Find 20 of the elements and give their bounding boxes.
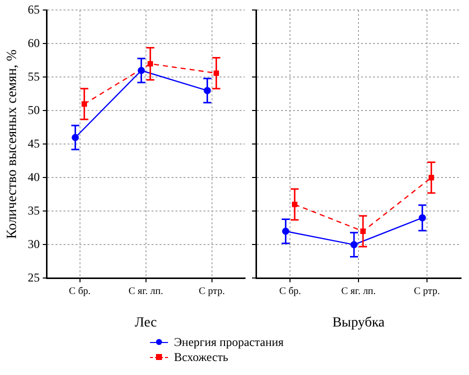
x-tick-label: С ртр. bbox=[198, 286, 225, 297]
y-tick-label: 30 bbox=[28, 236, 40, 251]
y-tick-label: 40 bbox=[28, 170, 40, 184]
x-tick-label: С яг. лп. bbox=[128, 286, 164, 297]
y-tick-label: 65 bbox=[28, 2, 40, 16]
x-tick-label: С бр. bbox=[68, 286, 91, 297]
legend-label: Энергия прорастания bbox=[174, 335, 284, 350]
y-tick-label: 50 bbox=[28, 102, 40, 117]
x-tick-label: С ртр. bbox=[414, 286, 440, 297]
y-axis-title: Количество высеяных семян, % bbox=[5, 49, 20, 239]
y-tick-label: 45 bbox=[28, 136, 40, 150]
y-tick-label: 55 bbox=[28, 69, 40, 84]
x-tick-label: С бр. bbox=[279, 286, 302, 297]
x-tick-label: С яг. лп. bbox=[341, 286, 376, 297]
legend-label: Всхожесть bbox=[174, 350, 228, 365]
x-axis-title: Лес bbox=[134, 315, 157, 330]
y-tick-label: 60 bbox=[28, 36, 40, 50]
y-tick-label: 25 bbox=[28, 270, 40, 284]
x-axis-title: Вырубка bbox=[332, 315, 386, 330]
y-tick-label: 35 bbox=[28, 203, 40, 218]
